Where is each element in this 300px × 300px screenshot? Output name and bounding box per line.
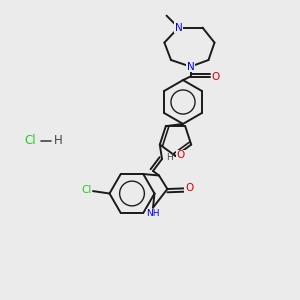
- Text: N: N: [175, 22, 182, 33]
- Text: O: O: [211, 71, 220, 82]
- Text: N: N: [187, 61, 194, 72]
- Text: NH: NH: [147, 209, 160, 218]
- Text: Cl: Cl: [24, 134, 36, 148]
- Text: O: O: [185, 183, 193, 194]
- Text: H: H: [166, 153, 173, 162]
- Text: O: O: [177, 150, 185, 161]
- Text: Cl: Cl: [81, 185, 92, 195]
- Text: H: H: [54, 134, 63, 148]
